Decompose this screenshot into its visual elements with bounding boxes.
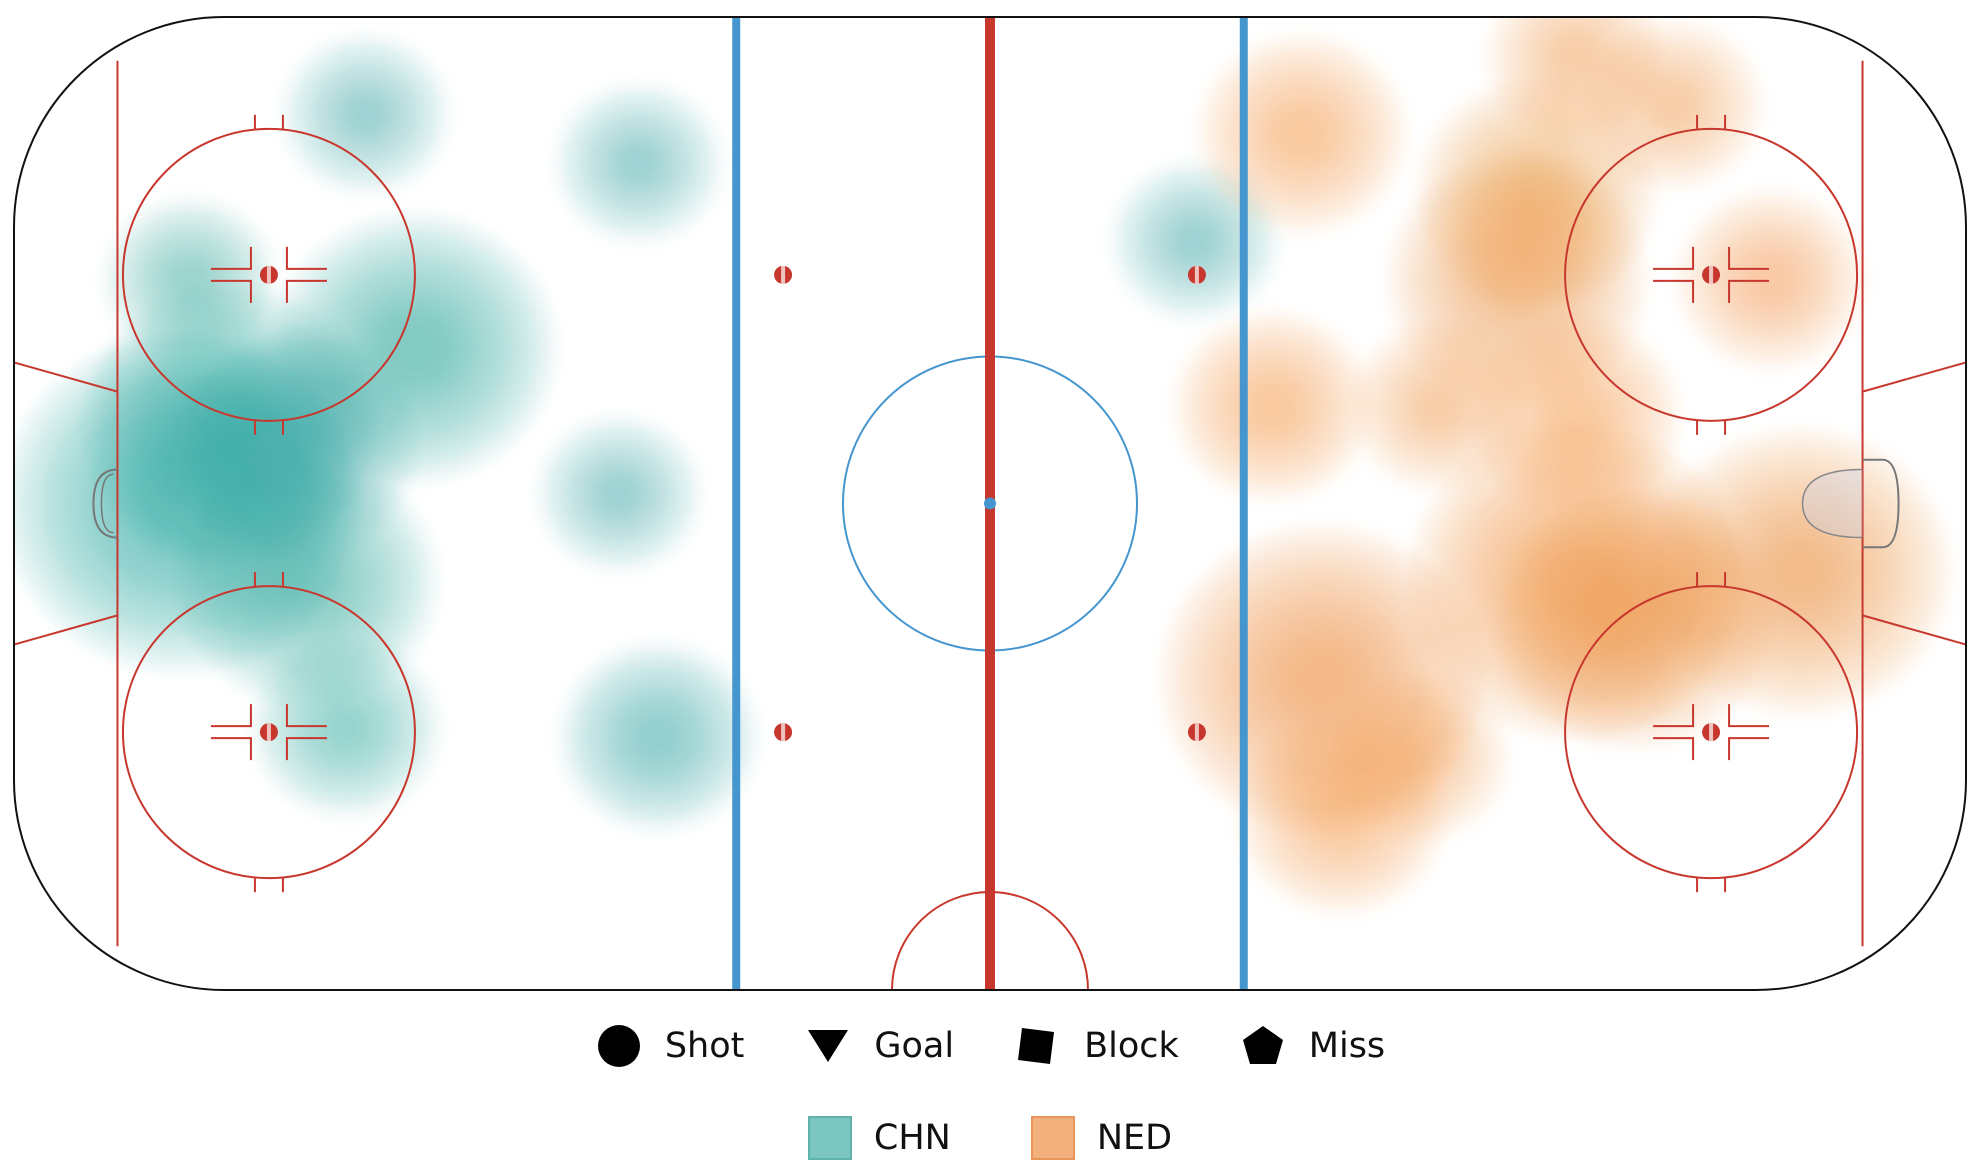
faceoff-l-mark (285, 246, 327, 270)
neutral-zone-dot-stripe (781, 265, 786, 284)
heatmap-layer (14, 17, 1951, 915)
neutral-zone-dot-stripe (781, 723, 786, 742)
trapezoid-right-top (1862, 361, 1967, 393)
faceoff-l-mark (210, 279, 252, 303)
legend-label: Miss (1308, 1026, 1386, 1066)
block-marker-icon (1018, 1028, 1055, 1064)
faceoff-dot-stripe (266, 265, 271, 284)
heat-contour-chn (383, 318, 446, 378)
faceoff-l-mark (1728, 279, 1770, 303)
net-right (1862, 458, 1900, 549)
heat-contour-ned (1604, 591, 1665, 649)
center-dot (984, 497, 996, 510)
legend-item-chn: CHN (807, 1116, 951, 1160)
faceoff-l-mark (285, 737, 327, 761)
heat-contour-ned (1653, 85, 1694, 124)
legend-label: Block (1084, 1026, 1179, 1066)
legend-item-goal: Goal (804, 1022, 954, 1070)
event-type-legend: Shot Goal Block Miss (0, 1022, 1980, 1070)
rink-boards (13, 16, 1967, 991)
faceoff-circle (121, 127, 416, 422)
heat-contour-chn (346, 96, 385, 133)
faceoff-l-mark (1728, 246, 1770, 270)
neutral-zone-dot-stripe (1194, 723, 1199, 742)
team-legend: CHN NED (0, 1116, 1980, 1160)
legend-label: NED (1096, 1118, 1173, 1158)
faceoff-l-mark (1653, 246, 1695, 270)
neutral-zone-dot-stripe (1194, 265, 1199, 284)
net-left-inner (100, 473, 114, 534)
faceoff-l-mark (285, 704, 327, 728)
heat-contour-ned (1279, 111, 1326, 156)
blue-line-right (1239, 17, 1248, 990)
net-left (92, 468, 118, 539)
faceoff-l-mark (210, 737, 252, 761)
legend-label: Goal (874, 1026, 955, 1066)
heat-contour-chn (270, 419, 324, 471)
faceoff-l-mark (1653, 737, 1695, 761)
faceoff-l-mark (210, 246, 252, 270)
faceoff-l-mark (1653, 279, 1695, 303)
faceoff-circle (1564, 585, 1859, 880)
heat-contour-ned (1419, 387, 1459, 426)
faceoff-circle (121, 585, 416, 880)
heat-contour-ned (1399, 737, 1440, 776)
heat-contour-ned (1766, 539, 1834, 604)
heat-contour-ned (1286, 644, 1358, 713)
heat-series-chn (14, 34, 1280, 832)
legend-item-ned: NED (1030, 1116, 1173, 1160)
goal-marker-icon (808, 1030, 849, 1062)
trapezoid-right-bottom (1862, 614, 1967, 646)
heat-contour-ned (1250, 385, 1296, 428)
blue-line-left (732, 17, 741, 990)
faceoff-circle (1564, 127, 1859, 422)
heat-contour-ned (1749, 259, 1792, 300)
trapezoid-left-top (13, 361, 118, 393)
faceoff-l-mark (1653, 704, 1695, 728)
legend-item-block: Block (1014, 1022, 1179, 1070)
heat-contour-chn (600, 476, 638, 512)
heat-contour-chn (170, 261, 209, 298)
referee-crease (891, 891, 1089, 991)
legend-item-shot: Shot (595, 1022, 745, 1070)
crease-right (1801, 468, 1863, 539)
heat-contour-chn (1176, 222, 1214, 259)
faceoff-l-mark (1728, 737, 1770, 761)
rink-chart (13, 16, 1967, 991)
heat-contour-ned (1555, 37, 1596, 75)
heat-series-ned (1161, 17, 1951, 915)
rink-markings (13, 16, 1967, 991)
faceoff-dot-stripe (1709, 723, 1714, 742)
faceoff-l-mark (210, 704, 252, 728)
heat-contour-ned (1509, 166, 1564, 218)
faceoff-l-mark (285, 279, 327, 303)
heat-contour-chn (277, 553, 336, 609)
faceoff-l-mark (1728, 704, 1770, 728)
legend-label: CHN (873, 1118, 951, 1158)
trapezoid-left-bottom (13, 614, 118, 646)
legend-swatch-ned (1030, 1116, 1075, 1160)
shot-marker-icon (597, 1025, 640, 1067)
miss-marker-icon (1242, 1026, 1283, 1064)
heat-contour-ned (1552, 393, 1599, 439)
faceoff-dot-stripe (1709, 265, 1714, 284)
heat-contour-chn (636, 716, 681, 759)
legend-swatch-chn (807, 1116, 852, 1160)
legend-label: Shot (664, 1026, 745, 1066)
heat-contour-chn (619, 145, 658, 181)
heat-contour-chn (324, 707, 367, 748)
legend-item-miss: Miss (1239, 1022, 1385, 1070)
faceoff-dot-stripe (266, 723, 271, 742)
